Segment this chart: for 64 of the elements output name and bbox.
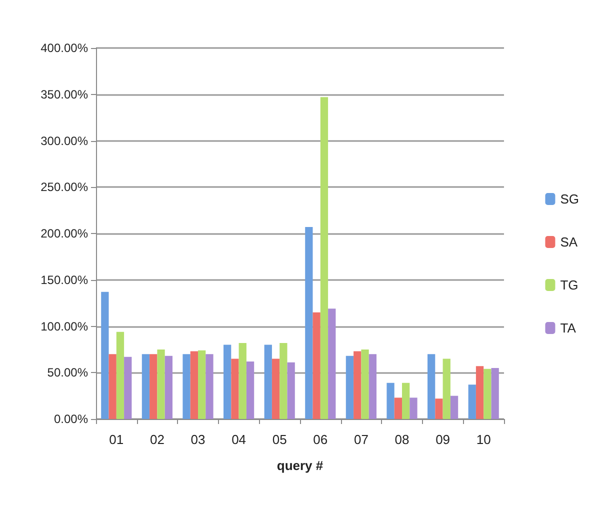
y-tick-label: 350.00% — [40, 87, 88, 102]
x-tick-label: 10 — [476, 432, 491, 447]
bar — [402, 382, 410, 419]
bar — [312, 312, 320, 419]
bar — [206, 354, 214, 419]
bar — [280, 342, 288, 419]
bar — [157, 349, 165, 419]
x-tick-label: 01 — [109, 432, 124, 447]
legend-label: SG — [560, 192, 580, 206]
bar — [116, 332, 124, 419]
legend-label: TG — [560, 278, 578, 292]
bar — [264, 344, 272, 419]
y-tick-label: 0.00% — [54, 412, 88, 426]
bar — [435, 398, 443, 419]
bar — [164, 356, 172, 419]
x-tick-label: 05 — [272, 432, 287, 447]
bar — [328, 308, 336, 419]
bar — [190, 351, 198, 419]
bar — [386, 382, 394, 419]
bar — [442, 358, 450, 419]
bar — [394, 398, 402, 419]
x-tick-label: 09 — [436, 432, 450, 447]
x-axis-title: query # — [276, 458, 324, 473]
legend-label: TA — [560, 320, 576, 336]
bar — [272, 358, 280, 419]
bar — [484, 368, 492, 419]
bar — [287, 362, 295, 419]
y-tick-label: 400.00% — [40, 41, 88, 55]
bar — [124, 356, 132, 419]
bar — [108, 354, 116, 419]
bar — [182, 354, 190, 419]
y-tick-label: 250.00% — [40, 180, 88, 194]
x-tick-label: 08 — [394, 432, 410, 447]
bar — [428, 354, 436, 419]
x-tick-label: 03 — [190, 432, 206, 447]
bar — [246, 361, 254, 419]
x-tick-label: 06 — [313, 432, 328, 447]
y-tick-label: 300.00% — [40, 134, 88, 148]
bar — [231, 358, 239, 419]
bar — [450, 396, 458, 419]
x-tick-label: 02 — [150, 432, 164, 447]
bar — [150, 354, 158, 419]
y-tick-label: 200.00% — [40, 226, 88, 240]
legend-label: SA — [560, 234, 578, 250]
bar — [368, 354, 376, 419]
bar — [476, 366, 484, 419]
bar — [142, 354, 150, 419]
bar — [238, 342, 246, 419]
bar — [224, 344, 232, 419]
bar — [361, 349, 369, 419]
x-tick-label: 04 — [232, 432, 246, 447]
bar — [354, 351, 362, 419]
bar — [410, 398, 418, 419]
bar — [468, 384, 476, 419]
y-tick-label: 100.00% — [40, 319, 88, 334]
bar — [305, 227, 313, 419]
bar — [491, 368, 499, 419]
bar — [198, 350, 206, 419]
y-tick-label: 50.00% — [47, 366, 88, 380]
bar — [101, 292, 109, 419]
bar — [346, 356, 354, 419]
bar — [320, 97, 328, 419]
x-tick-label: 07 — [354, 432, 368, 447]
y-tick-label: 150.00% — [40, 272, 88, 287]
